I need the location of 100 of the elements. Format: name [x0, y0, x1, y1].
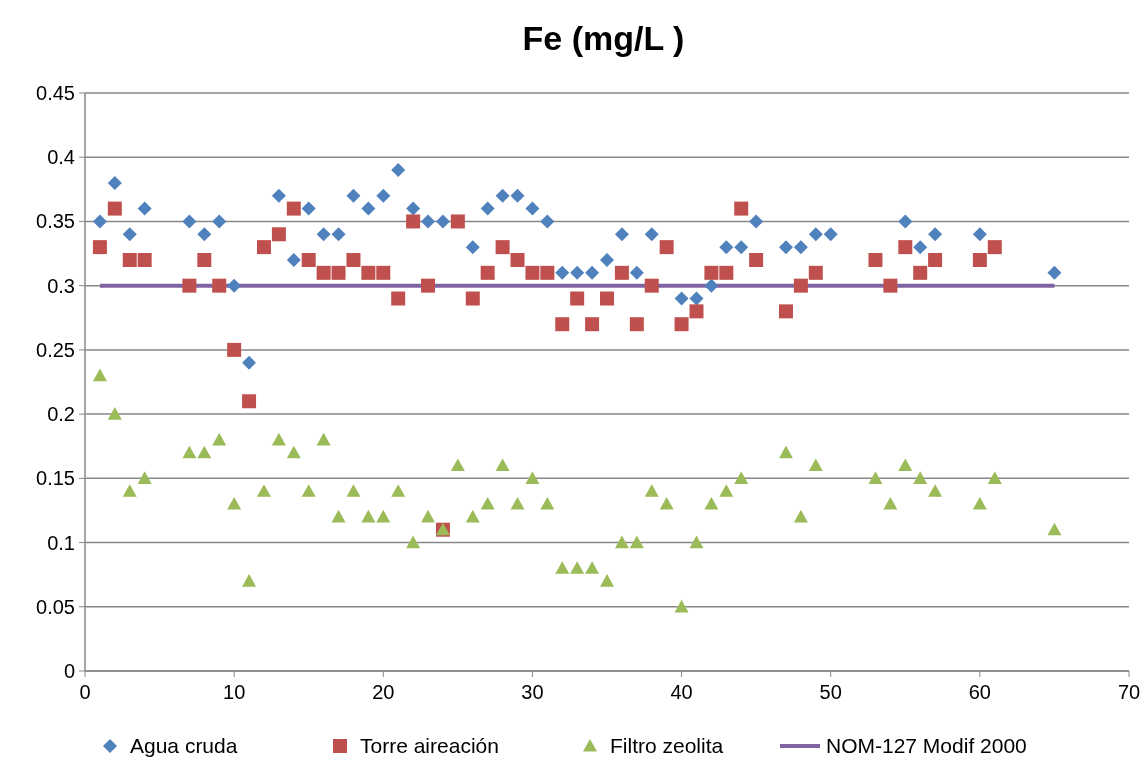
point [465, 240, 480, 255]
point [361, 265, 376, 280]
point [92, 368, 107, 382]
point [540, 214, 555, 229]
point [778, 240, 793, 255]
point [495, 188, 510, 203]
point [212, 432, 227, 446]
point [659, 497, 674, 510]
point [689, 291, 704, 306]
point [361, 201, 376, 216]
point [629, 317, 644, 332]
point [674, 599, 689, 613]
point [346, 484, 361, 497]
y-tick-label: 0.45 [36, 82, 75, 104]
point [898, 214, 913, 229]
point [778, 445, 793, 459]
point [793, 278, 808, 293]
y-tick-label: 0.2 [47, 403, 75, 426]
point [644, 484, 659, 497]
point [629, 265, 644, 280]
point [689, 304, 704, 319]
point [600, 252, 614, 267]
point [600, 291, 614, 306]
point [227, 278, 242, 293]
point [555, 561, 570, 574]
point [972, 227, 987, 242]
point [197, 227, 212, 242]
point [137, 471, 152, 484]
point [570, 291, 585, 306]
point [689, 535, 704, 549]
point [256, 484, 271, 497]
point [972, 497, 987, 510]
point [107, 175, 122, 190]
point [212, 214, 227, 229]
point [480, 201, 495, 216]
point [122, 252, 137, 267]
point [987, 240, 1002, 255]
point [465, 509, 480, 523]
point [107, 201, 122, 216]
point [421, 214, 436, 229]
point [510, 252, 525, 267]
point [778, 304, 793, 319]
point [704, 265, 719, 280]
point [242, 394, 257, 409]
x-tick-label: 10 [223, 681, 246, 703]
point [301, 252, 316, 267]
point [793, 509, 808, 523]
y-tick-label: 0.3 [47, 274, 75, 297]
point [540, 265, 555, 280]
point [361, 509, 376, 523]
point [137, 201, 152, 216]
x-tick-label: 50 [819, 681, 842, 703]
point [510, 497, 525, 510]
point [450, 214, 465, 229]
point [480, 497, 495, 510]
point [331, 227, 346, 242]
point [391, 163, 406, 178]
point [286, 201, 301, 216]
point [406, 201, 421, 216]
point [286, 445, 301, 459]
point [271, 432, 286, 446]
point [749, 252, 764, 267]
point [987, 471, 1002, 484]
point [719, 240, 734, 255]
point [107, 407, 122, 420]
point [480, 265, 495, 280]
point [271, 188, 286, 203]
point [614, 265, 629, 280]
point [182, 214, 197, 229]
y-tick-label: 0 [63, 660, 75, 682]
y-tick-label: 0.35 [36, 210, 75, 233]
legend-label: Agua cruda [130, 734, 238, 758]
point [734, 240, 749, 255]
point [674, 291, 689, 306]
point [570, 561, 585, 574]
point [734, 201, 749, 216]
x-tick-label: 40 [670, 681, 693, 703]
point [555, 265, 570, 280]
point [540, 497, 555, 510]
point [644, 227, 659, 242]
point [868, 252, 883, 267]
point [227, 342, 242, 357]
point [242, 574, 257, 587]
point [227, 497, 242, 510]
chart-title: Fe (mg/L ) [522, 19, 685, 57]
point [585, 317, 600, 332]
point [122, 227, 137, 242]
point [495, 458, 510, 472]
point [719, 484, 734, 497]
point [242, 355, 257, 370]
point [406, 214, 421, 229]
point [823, 227, 838, 242]
point [555, 317, 570, 332]
y-tick-label: 0.05 [36, 595, 75, 618]
point [913, 471, 928, 484]
x-tick-label: 0 [79, 681, 91, 703]
point [182, 445, 197, 459]
point [92, 214, 107, 229]
point [376, 188, 391, 203]
point [883, 497, 898, 510]
